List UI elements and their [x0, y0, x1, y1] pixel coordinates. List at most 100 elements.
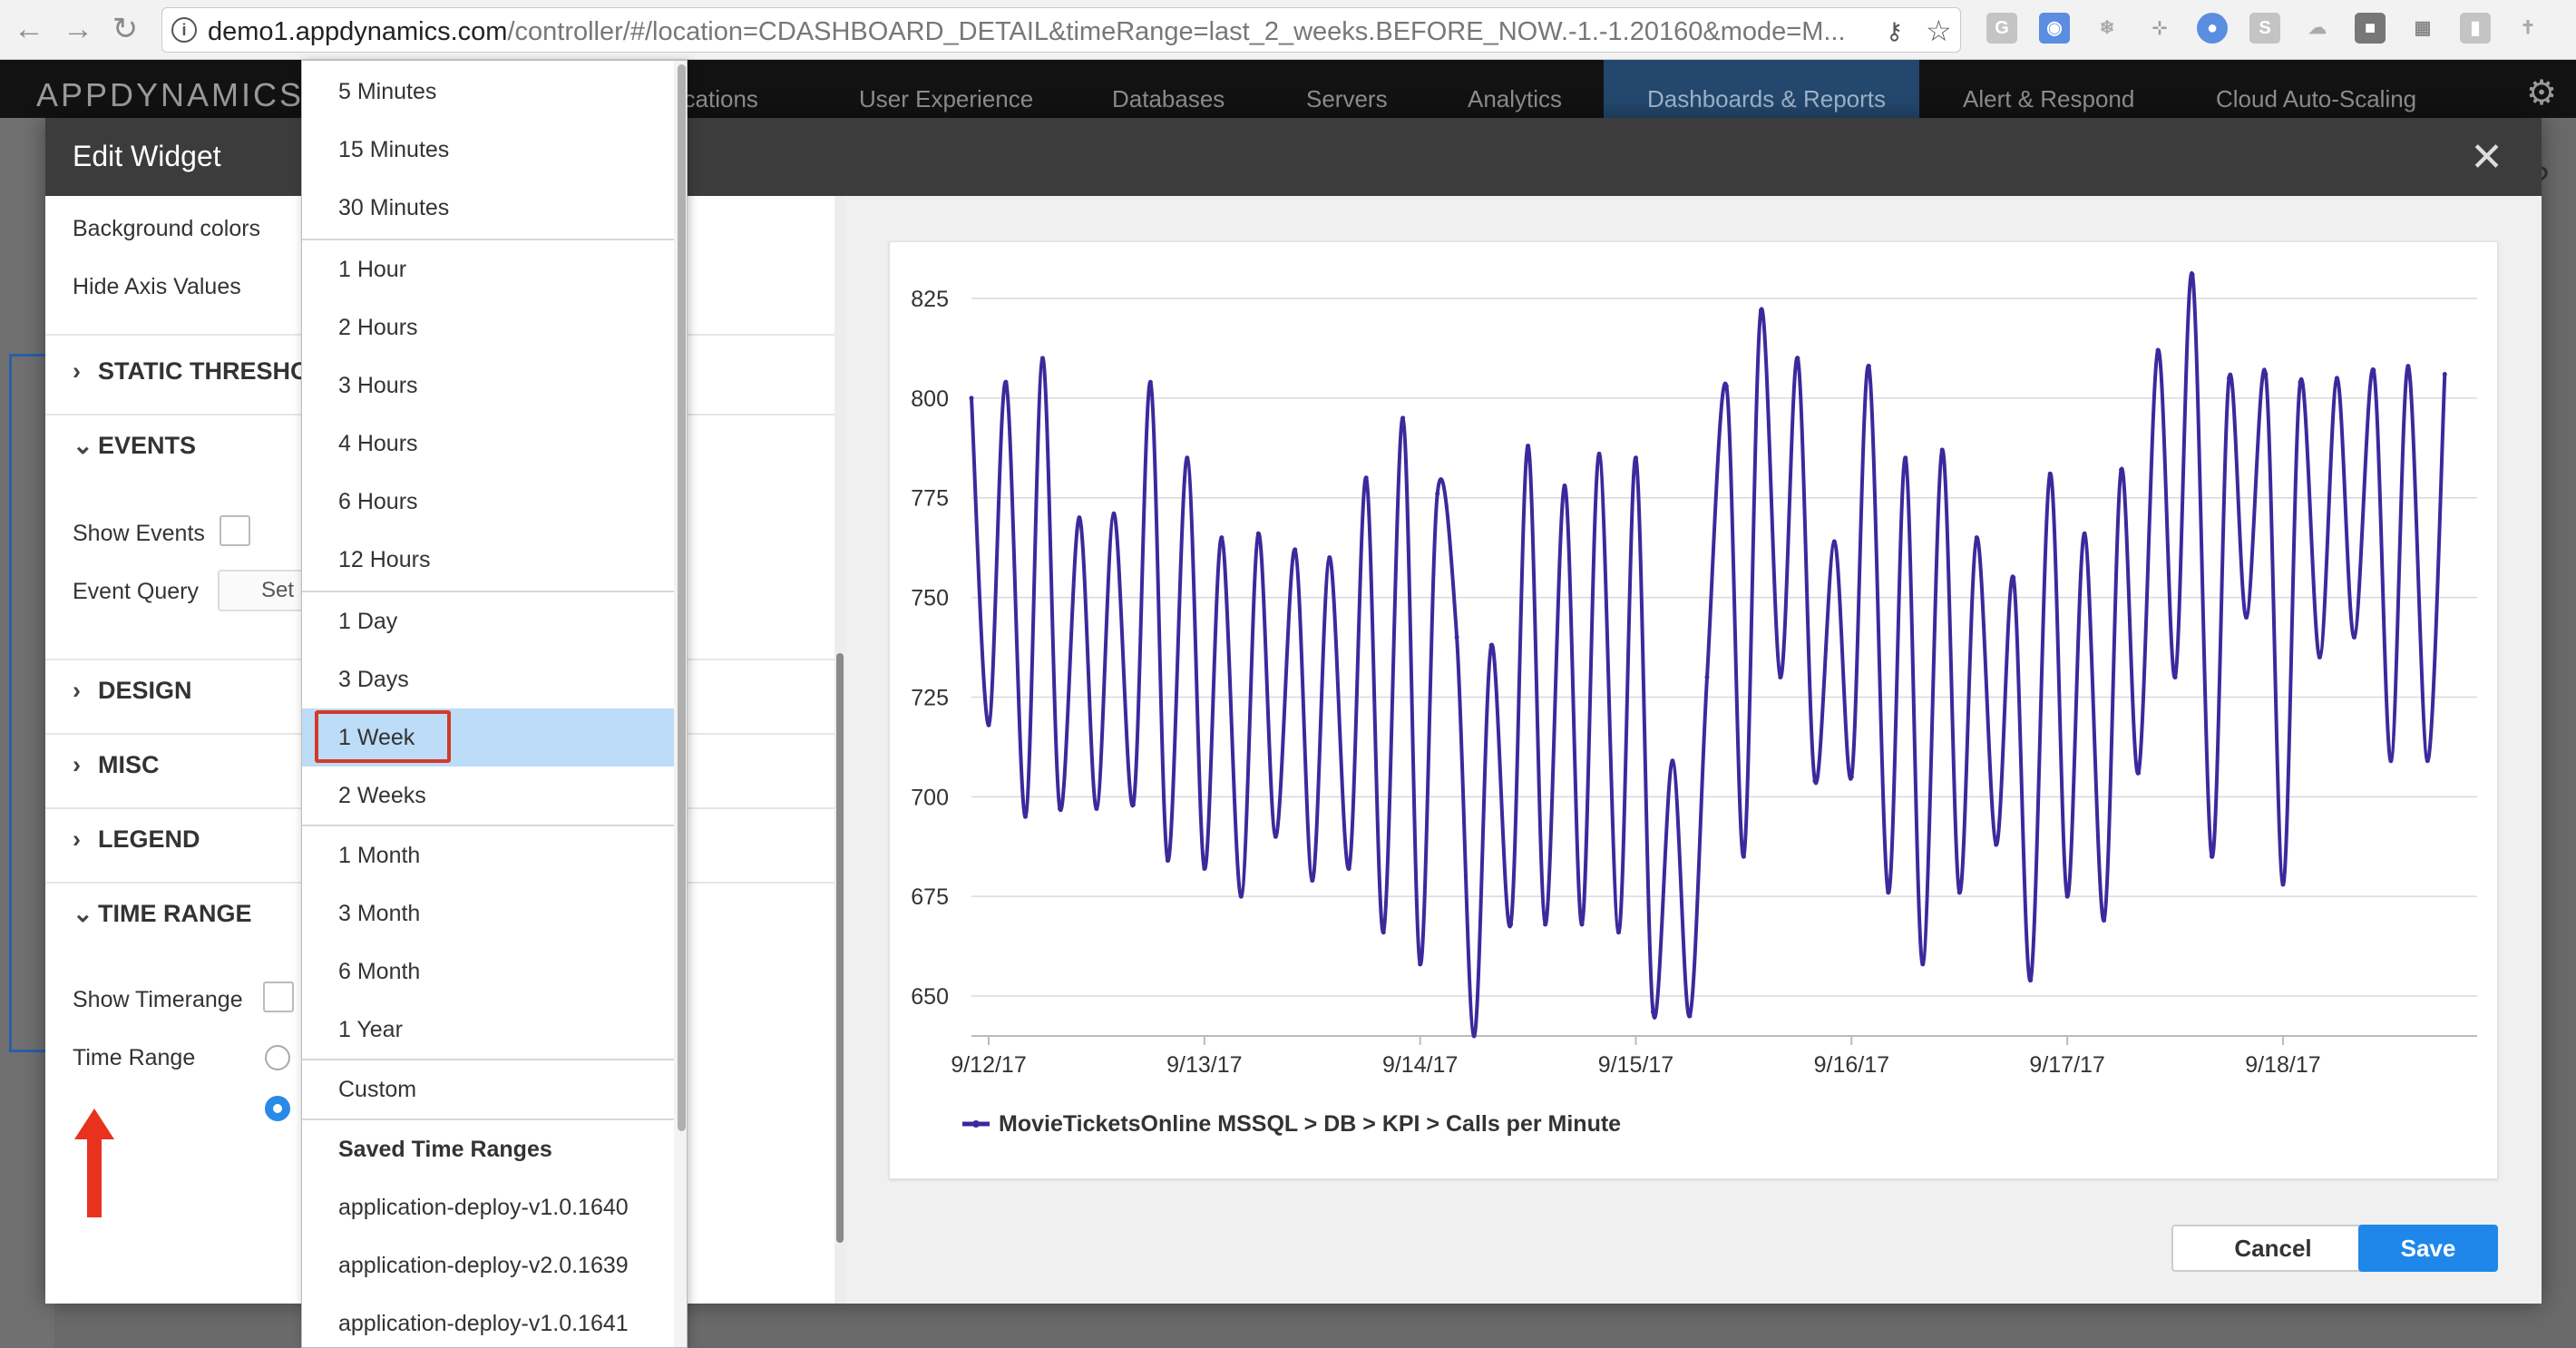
address-bar[interactable]: i demo1.appdynamics.com/controller/#/loc… — [161, 7, 1961, 53]
data-point — [1741, 854, 1746, 859]
x-tick-label: 9/15/17 — [1598, 1052, 1673, 1078]
data-point — [1022, 814, 1028, 819]
data-point — [1363, 475, 1369, 481]
saved-range-item[interactable]: application-deploy-v1.0.1640 — [338, 1195, 629, 1220]
dropdown-item-6-month[interactable]: 6 Month — [338, 959, 421, 984]
info-icon[interactable]: i — [171, 17, 197, 43]
bookmark-star-icon[interactable]: ☆ — [1926, 15, 1952, 47]
section-legend[interactable]: › LEGEND — [73, 825, 200, 853]
extension-icon[interactable]: ❄ — [2099, 18, 2115, 38]
nav-active-indicator — [1604, 60, 1919, 118]
data-point — [1651, 1010, 1656, 1015]
dropdown-item-1-day[interactable]: 1 Day — [338, 609, 398, 634]
dropdown-item-5-minutes[interactable]: 5 Minutes — [338, 79, 437, 104]
dropdown-item-1-week[interactable]: 1 Week — [302, 708, 674, 767]
time-range-radio-2[interactable] — [265, 1096, 290, 1121]
x-tick-label: 9/17/17 — [2029, 1052, 2104, 1078]
show-timerange-checkbox[interactable] — [263, 982, 294, 1012]
dropdown-scrollbar-thumb[interactable] — [678, 64, 686, 1131]
dropdown-item-3-hours[interactable]: 3 Hours — [338, 373, 418, 398]
data-point — [1418, 962, 1423, 967]
data-point — [1723, 384, 1729, 389]
nav-servers[interactable]: Servers — [1306, 85, 1388, 112]
data-point — [2244, 615, 2249, 620]
time-range-radio-1[interactable] — [265, 1045, 290, 1070]
cancel-button[interactable]: Cancel — [2171, 1225, 2375, 1272]
selection-highlight-box — [315, 710, 451, 763]
nav-cloud-auto-scaling[interactable]: Cloud Auto-Scaling — [2216, 85, 2417, 112]
nav-dashboards-reports[interactable]: Dashboards & Reports — [1647, 85, 1887, 112]
dropdown-separator — [302, 825, 674, 826]
nav-analytics[interactable]: Analytics — [1468, 85, 1563, 112]
section-misc[interactable]: › MISC — [73, 751, 160, 778]
dropdown-item-2-weeks[interactable]: 2 Weeks — [338, 783, 426, 808]
data-point — [1238, 894, 1244, 899]
data-point — [1920, 962, 1926, 967]
dropdown-item-1-month[interactable]: 1 Month — [338, 843, 421, 868]
background-colors-option[interactable]: Background colors — [73, 216, 261, 241]
data-point — [2028, 977, 2034, 982]
dropdown-item-15-minutes[interactable]: 15 Minutes — [338, 137, 450, 162]
dropdown-item-custom[interactable]: Custom — [338, 1077, 417, 1102]
extension-icon[interactable]: ▦ — [2414, 18, 2432, 38]
nav-databases[interactable]: Databases — [1112, 85, 1225, 112]
chart-card: 650 675 700 725 750 775 800 825 9/12/17 9/13/17 9/… — [889, 241, 2498, 1179]
back-icon[interactable]: ← — [14, 12, 44, 46]
extension-icon[interactable]: ◉ — [2039, 13, 2070, 44]
key-icon[interactable]: ⚷ — [1886, 17, 1904, 44]
dropdown-item-4-hours[interactable]: 4 Hours — [338, 431, 418, 456]
url-text[interactable]: demo1.appdynamics.com/controller/#/locat… — [208, 17, 1846, 46]
forward-icon[interactable]: → — [63, 12, 93, 46]
save-button[interactable]: Save — [2358, 1225, 2498, 1272]
close-icon[interactable]: ✕ — [2470, 135, 2503, 180]
chevron-down-icon: ⌄ — [73, 432, 93, 459]
data-point — [2155, 347, 2161, 353]
data-point — [2119, 467, 2124, 473]
extension-icon[interactable]: ✝ — [2520, 18, 2536, 38]
dropdown-item-3-days[interactable]: 3 Days — [338, 667, 409, 692]
dropdown-item-30-minutes[interactable]: 30 Minutes — [338, 195, 450, 220]
extension-icon[interactable]: ● — [2197, 13, 2228, 44]
gear-icon[interactable]: ⚙ — [2526, 74, 2558, 112]
data-point — [1670, 758, 1675, 764]
dropdown-item-2-hours[interactable]: 2 Hours — [338, 315, 418, 340]
extension-icon[interactable]: ▮ — [2460, 13, 2491, 44]
extension-icon[interactable]: ⊹ — [2152, 18, 2168, 38]
settings-scrollbar-thumb[interactable] — [836, 653, 844, 1243]
reload-icon[interactable]: ↻ — [112, 12, 139, 46]
extension-icon[interactable]: ☁ — [2308, 18, 2327, 38]
nav-user-experience[interactable]: User Experience — [859, 85, 1034, 112]
data-point — [1633, 455, 1638, 461]
dropdown-separator — [302, 1059, 674, 1060]
data-point — [1795, 356, 1800, 361]
dropdown-item-1-hour[interactable]: 1 Hour — [338, 257, 407, 282]
data-point — [2227, 376, 2232, 381]
section-design[interactable]: › DESIGN — [73, 677, 192, 704]
section-events[interactable]: ⌄ EVENTS — [73, 432, 197, 459]
data-point — [1454, 635, 1459, 640]
saved-range-item[interactable]: application-deploy-v1.0.1641 — [338, 1311, 629, 1336]
dropdown-item-3-month[interactable]: 3 Month — [338, 901, 421, 926]
dropdown-item-12-hours[interactable]: 12 Hours — [338, 547, 431, 572]
saved-range-item[interactable]: application-deploy-v2.0.1639 — [338, 1253, 629, 1278]
chevron-right-icon: › — [73, 357, 81, 385]
section-time-range[interactable]: ⌄ TIME RANGE — [73, 900, 252, 927]
data-point — [1579, 922, 1585, 927]
section-static-thresholds[interactable]: › STATIC THRESHO — [73, 357, 309, 385]
hide-axis-values-option[interactable]: Hide Axis Values — [73, 274, 241, 299]
data-point — [2425, 758, 2430, 764]
dropdown-item-1-year[interactable]: 1 Year — [338, 1017, 403, 1042]
data-point — [1488, 642, 1494, 648]
extension-icon[interactable]: ■ — [2355, 13, 2386, 44]
data-point — [1058, 806, 1063, 811]
extension-icon[interactable]: G — [1986, 13, 2017, 44]
chevron-right-icon: › — [73, 751, 81, 778]
data-point — [1687, 1013, 1693, 1019]
nav-alert-respond[interactable]: Alert & Respond — [1963, 85, 2135, 112]
dropdown-item-6-hours[interactable]: 6 Hours — [338, 489, 418, 514]
data-point — [1255, 531, 1261, 536]
y-tick-label: 750 — [911, 586, 949, 611]
data-point — [1939, 447, 1945, 453]
show-events-checkbox[interactable] — [220, 515, 250, 546]
extension-icon[interactable]: S — [2249, 13, 2280, 44]
